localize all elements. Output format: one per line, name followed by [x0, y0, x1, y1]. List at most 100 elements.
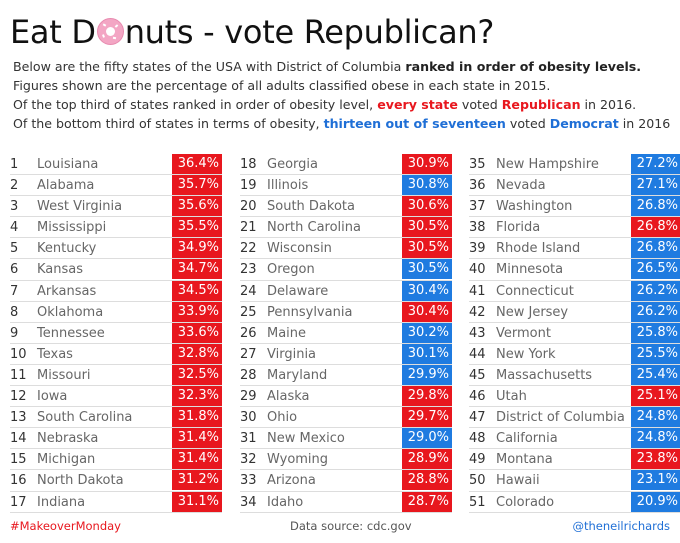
state-label: District of Columbia [496, 410, 625, 426]
obesity-value-cell: 30.2% [402, 322, 452, 343]
obesity-value-cell: 24.8% [631, 428, 680, 449]
state-label: Georgia [267, 157, 318, 172]
obesity-value-cell: 23.8% [631, 449, 680, 470]
rank-label: 42 [469, 304, 486, 320]
state-label: Montana [496, 452, 553, 468]
state-label: West Virginia [37, 199, 123, 215]
table-column-1: 1 Louisiana 36.4% 2 Alabama 35.7% 3 West Virgin… [10, 154, 222, 513]
rank-label: 11 [10, 367, 27, 383]
rank-label: 50 [469, 473, 486, 489]
state-label: Connecticut [496, 283, 574, 299]
table-row: 41 Connecticut 26.2% [469, 280, 680, 302]
rank-label: 5 [10, 241, 19, 257]
table-row: 6 Kansas 34.7% [10, 259, 222, 281]
rank-label: 36 [469, 178, 486, 194]
obesity-value-cell: 30.1% [402, 343, 452, 364]
state-label: Illinois [267, 178, 309, 194]
obesity-value-cell: 27.2% [631, 154, 680, 174]
table-row: 35 New Hampshire 27.2% [469, 154, 680, 176]
obesity-value-cell: 29.0% [402, 428, 452, 449]
state-label: Indiana [37, 494, 86, 510]
state-label: Mississippi [37, 220, 107, 236]
state-label: Minnesota [496, 262, 564, 278]
table-row: 38 Florida 26.8% [469, 217, 680, 239]
state-label: Rhode Island [496, 241, 581, 257]
rank-label: 45 [469, 367, 486, 383]
obesity-value-cell: 30.4% [402, 280, 452, 301]
table-row: 51 Colorado 20.9% [469, 491, 680, 513]
state-label: Alaska [267, 389, 310, 405]
state-label: Missouri [37, 367, 91, 383]
state-label: Texas [37, 346, 73, 362]
obesity-value-cell: 29.9% [402, 364, 452, 385]
table-row: 32 Wyoming 28.9% [240, 449, 452, 471]
rank-label: 19 [240, 178, 257, 194]
table-row: 7 Arkansas 34.5% [10, 280, 222, 302]
obesity-value-cell: 25.1% [631, 386, 680, 407]
state-label: Maine [267, 325, 307, 341]
table-row: 23 Oregon 30.5% [240, 259, 452, 281]
state-label: Arkansas [37, 283, 97, 299]
subtitle-line-2: Figures shown are the percentage of all … [13, 78, 551, 93]
obesity-value-cell: 26.2% [631, 280, 680, 301]
table-row: 3 West Virginia 35.6% [10, 196, 222, 218]
rank-label: 12 [10, 389, 27, 405]
table-row: 34 Idaho 28.7% [240, 491, 452, 513]
table-row: 28 Maryland 29.9% [240, 364, 452, 387]
rank-label: 49 [469, 452, 486, 468]
obesity-value-cell: 28.9% [402, 449, 452, 470]
state-label: New York [496, 346, 556, 362]
obesity-value-cell: 30.5% [402, 238, 452, 259]
state-label: Idaho [267, 494, 304, 510]
state-label: Delaware [267, 283, 329, 299]
table-row: 31 New Mexico 29.0% [240, 428, 452, 450]
rank-label: 17 [10, 494, 27, 510]
subtitle-line-4: Of the bottom third of states in terms o… [13, 116, 671, 131]
rank-label: 8 [10, 304, 19, 320]
obesity-value-cell: 25.5% [631, 343, 680, 364]
table-row: 18 Georgia 30.9% [240, 154, 452, 176]
obesity-value-cell: 26.2% [631, 301, 680, 322]
table-row: 10 Texas 32.8% [10, 343, 222, 365]
table-row: 24 Delaware 30.4% [240, 280, 452, 302]
rank-label: 16 [10, 473, 27, 489]
table-row: 46 Utah 25.1% [469, 386, 680, 408]
state-label: Wyoming [267, 452, 329, 468]
table-row: 40 Minnesota 26.5% [469, 259, 680, 281]
rank-label: 44 [469, 346, 486, 362]
obesity-value-cell: 28.8% [402, 470, 452, 491]
donut-icon [96, 18, 124, 45]
obesity-value-cell: 30.4% [402, 301, 452, 322]
state-label: Hawaii [496, 473, 540, 489]
obesity-value-cell: 31.1% [172, 491, 222, 512]
table-row: 17 Indiana 31.1% [10, 491, 222, 513]
obesity-value-cell: 27.1% [631, 175, 680, 196]
state-label: Michigan [37, 452, 96, 468]
obesity-value-cell: 30.5% [402, 217, 452, 238]
state-label: New Hampshire [496, 157, 599, 172]
table-row: 37 Washington 26.8% [469, 196, 680, 218]
state-label: Florida [496, 220, 541, 236]
obesity-value-cell: 35.5% [172, 217, 222, 238]
obesity-value-cell: 31.4% [172, 428, 222, 449]
rank-label: 1 [10, 157, 19, 172]
state-label: Oregon [267, 262, 315, 278]
rank-label: 34 [240, 494, 257, 510]
rank-label: 6 [10, 262, 19, 278]
chart-title: Eat D nuts - vote Republican? [10, 12, 494, 52]
obesity-value-cell: 25.8% [631, 322, 680, 343]
table-row: 5 Kentucky 34.9% [10, 238, 222, 260]
table-row: 45 Massachusetts 25.4% [469, 364, 680, 387]
rank-label: 14 [10, 431, 27, 447]
table-row: 9 Tennessee 33.6% [10, 322, 222, 344]
obesity-value-cell: 24.8% [631, 407, 680, 428]
subtitle-line-3: Of the top third of states ranked in ord… [13, 97, 637, 112]
obesity-value-cell: 35.7% [172, 175, 222, 196]
rank-label: 51 [469, 494, 486, 510]
rank-label: 23 [240, 262, 257, 278]
rank-label: 30 [240, 410, 257, 426]
rank-label: 20 [240, 199, 257, 215]
rank-label: 46 [469, 389, 486, 405]
obesity-value-cell: 34.5% [172, 280, 222, 301]
table-row: 49 Montana 23.8% [469, 449, 680, 471]
